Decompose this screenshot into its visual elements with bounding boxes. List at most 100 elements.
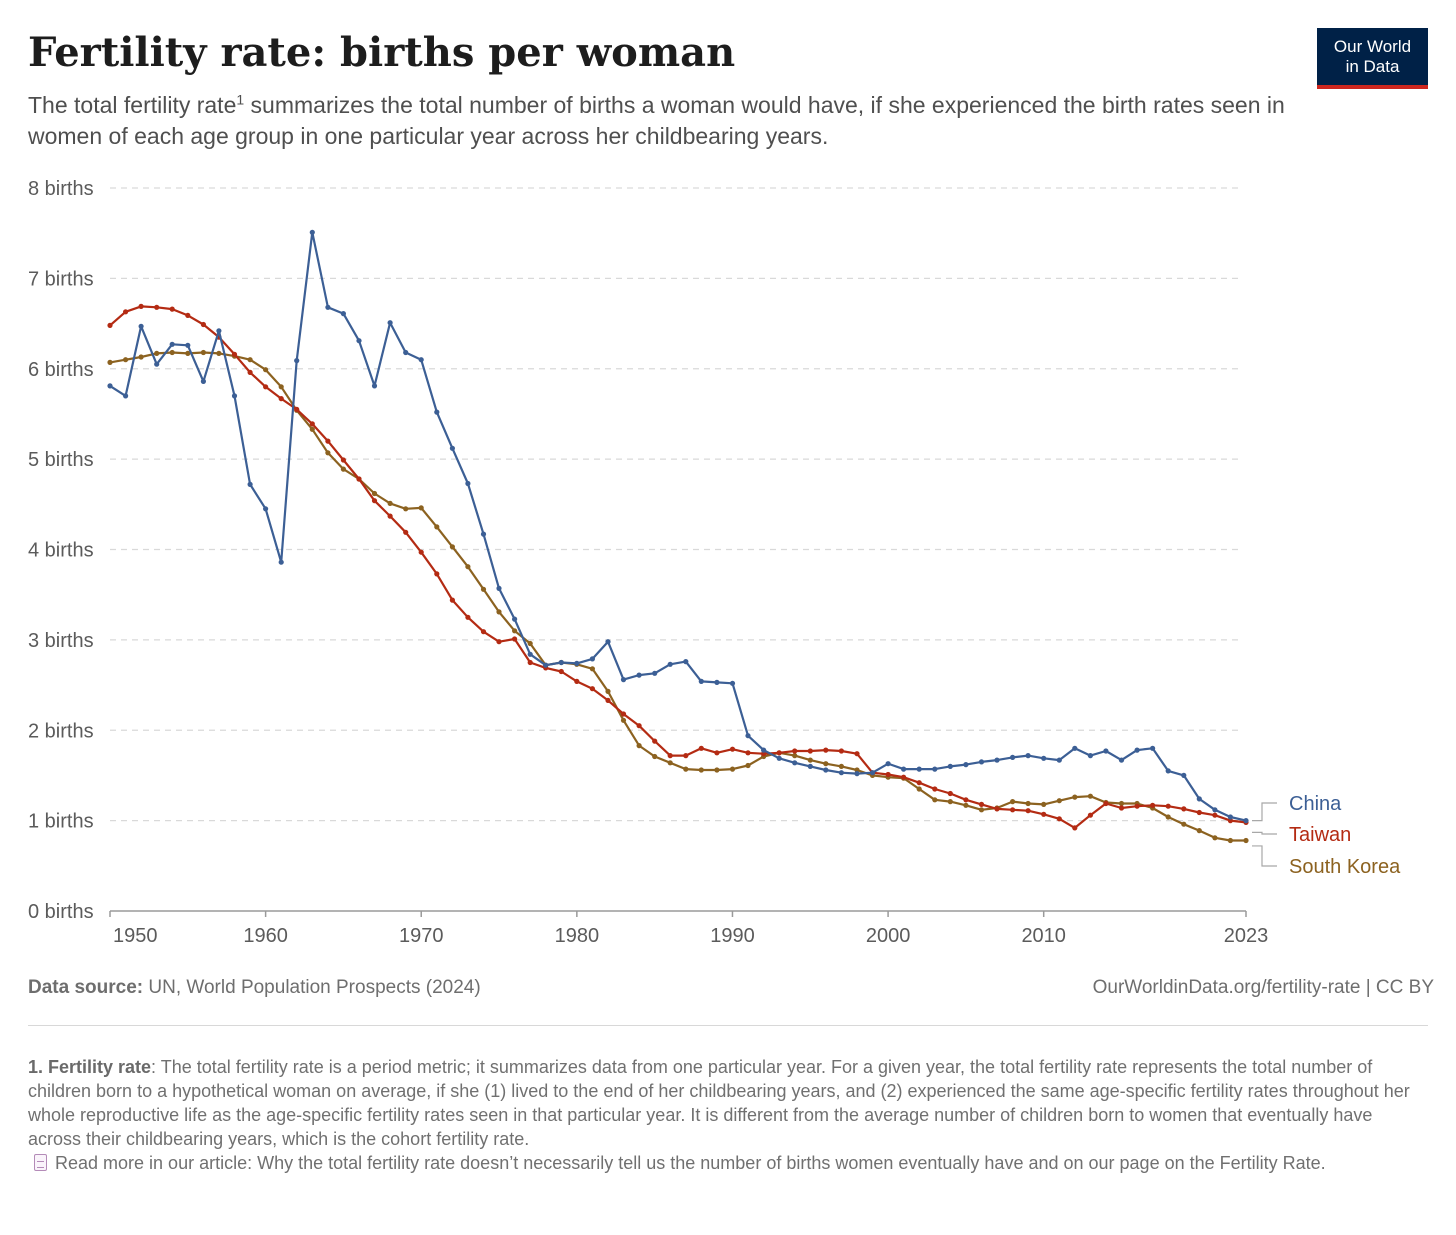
data-point [994, 806, 1000, 812]
read-more-link[interactable]: Read more in our article: Why the total … [55, 1153, 1326, 1173]
data-point [138, 323, 144, 329]
data-point [356, 476, 362, 482]
data-point [1196, 828, 1202, 834]
data-point [1025, 808, 1031, 814]
data-point [620, 711, 627, 717]
series-line-china [109, 231, 1247, 822]
series-south-korea [107, 349, 1249, 844]
data-point [667, 661, 673, 667]
data-point [558, 659, 564, 666]
label-connector [1252, 831, 1277, 835]
data-point [1118, 805, 1125, 811]
data-point [309, 421, 315, 427]
data-point [636, 723, 642, 729]
data-point [901, 774, 907, 780]
data-source-text: UN, World Population Prospects (2024) [143, 977, 481, 998]
data-point [823, 767, 829, 773]
data-point [838, 763, 845, 770]
data-point [807, 748, 813, 754]
data-point [994, 757, 1000, 763]
data-point [807, 763, 813, 770]
data-point [683, 659, 689, 665]
data-point [978, 801, 985, 808]
y-tick-label: 4 births [28, 540, 94, 562]
data-point [1103, 748, 1109, 754]
data-point [403, 506, 409, 512]
source-url-link[interactable]: OurWorldinData.org/fertility-rate | CC B… [1092, 977, 1434, 998]
data-point [294, 406, 300, 412]
data-point [729, 746, 736, 752]
data-point [714, 679, 720, 686]
data-point [574, 678, 580, 685]
series-line-taiwan [109, 305, 1247, 830]
data-point [761, 747, 767, 753]
x-axis: 1950 1960 1970 1980 1990 2000 2010 2023 [109, 910, 1269, 947]
footnote-ref[interactable]: 1 [236, 91, 245, 108]
data-point [932, 766, 938, 772]
data-point [978, 807, 985, 813]
data-point [1243, 837, 1249, 844]
chart-subtitle: The total fertility rate1 summarizes the… [28, 90, 1298, 152]
label-connector [1252, 845, 1277, 867]
series-line-south-korea [109, 351, 1246, 842]
data-point [527, 651, 533, 657]
data-point [123, 357, 129, 363]
data-point [278, 396, 284, 402]
data-point [745, 750, 751, 756]
chart-title: Fertility rate: births per woman [28, 29, 736, 76]
data-point [449, 544, 455, 550]
data-point [480, 586, 487, 592]
data-point [356, 338, 362, 344]
data-point [776, 755, 782, 761]
subtitle-start: The total fertility rate [28, 92, 237, 118]
data-point [480, 629, 487, 635]
data-point [1150, 745, 1156, 751]
data-point [496, 639, 502, 645]
data-point [1227, 818, 1233, 824]
data-point [123, 309, 129, 315]
footnote-paragraph: 1. Fertility rate: The total fertility r… [28, 1055, 1423, 1151]
data-point [480, 531, 487, 537]
data-point [185, 350, 191, 356]
y-tick-label: 1 births [28, 811, 94, 833]
data-point [1056, 816, 1062, 822]
data-source-label: Data source: [28, 977, 144, 998]
data-point [1010, 799, 1016, 805]
y-tick-label: 3 births [28, 630, 94, 652]
data-point [1041, 755, 1047, 761]
data-point [263, 367, 269, 373]
data-point [107, 383, 113, 389]
data-point [667, 753, 673, 759]
data-point [1025, 753, 1031, 759]
data-point [325, 304, 331, 310]
data-point [729, 680, 736, 686]
data-point [216, 328, 222, 334]
data-point [527, 659, 533, 666]
data-point [185, 312, 191, 318]
data-point [1056, 757, 1062, 763]
data-point [169, 341, 175, 347]
footnote: 1. Fertility rate: The total fertility r… [28, 1055, 1423, 1175]
data-point [154, 304, 160, 310]
data-point [963, 762, 969, 768]
data-point [1196, 809, 1202, 816]
data-point [527, 640, 533, 647]
data-point [792, 753, 798, 759]
data-point [901, 766, 907, 772]
data-point [1212, 812, 1218, 818]
x-tick-label: 1980 [555, 925, 600, 947]
data-point [154, 361, 160, 367]
data-point [916, 780, 922, 786]
data-point [511, 628, 518, 634]
data-point [683, 753, 689, 759]
data-point [1072, 794, 1078, 800]
data-point [263, 506, 269, 512]
data-point [589, 656, 596, 662]
x-tick-label: 2023 [1224, 925, 1269, 947]
x-tick-label: 2010 [1021, 925, 1066, 947]
data-point [714, 767, 720, 773]
owid-logo[interactable]: Our World in Data [1317, 28, 1428, 89]
data-point [745, 733, 751, 739]
data-point [838, 770, 845, 776]
data-point [1072, 825, 1078, 831]
